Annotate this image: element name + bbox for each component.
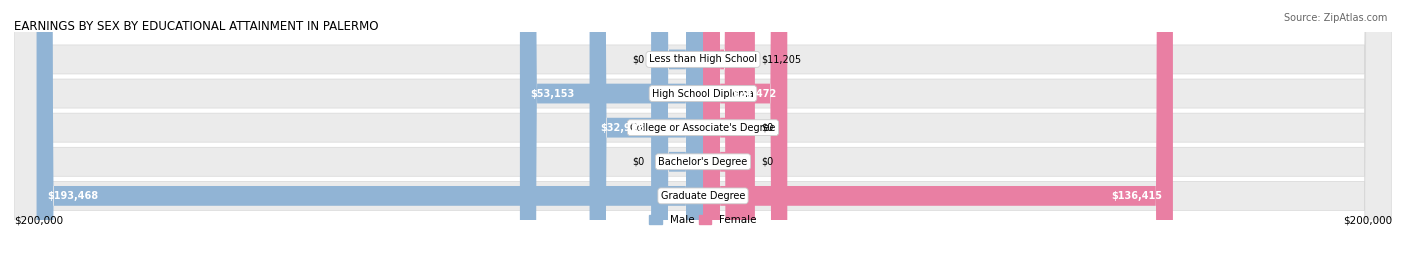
FancyBboxPatch shape	[703, 0, 755, 268]
Text: $11,205: $11,205	[762, 54, 801, 64]
Text: $0: $0	[633, 54, 644, 64]
Text: $24,472: $24,472	[733, 88, 778, 99]
Text: $32,928: $32,928	[600, 123, 644, 133]
FancyBboxPatch shape	[14, 0, 1392, 268]
Text: Less than High School: Less than High School	[650, 54, 756, 64]
FancyBboxPatch shape	[520, 0, 703, 268]
Text: EARNINGS BY SEX BY EDUCATIONAL ATTAINMENT IN PALERMO: EARNINGS BY SEX BY EDUCATIONAL ATTAINMEN…	[14, 20, 378, 33]
Text: Graduate Degree: Graduate Degree	[661, 191, 745, 201]
Legend: Male, Female: Male, Female	[645, 211, 761, 230]
FancyBboxPatch shape	[651, 0, 703, 268]
Text: Bachelor's Degree: Bachelor's Degree	[658, 157, 748, 167]
Text: $136,415: $136,415	[1112, 191, 1163, 201]
Text: Source: ZipAtlas.com: Source: ZipAtlas.com	[1284, 13, 1388, 23]
Text: $0: $0	[633, 157, 644, 167]
FancyBboxPatch shape	[14, 0, 1392, 268]
Text: $193,468: $193,468	[46, 191, 98, 201]
FancyBboxPatch shape	[703, 0, 741, 268]
Text: College or Associate's Degree: College or Associate's Degree	[630, 123, 776, 133]
Text: $200,000: $200,000	[14, 216, 63, 226]
FancyBboxPatch shape	[14, 0, 1392, 268]
Text: $0: $0	[762, 157, 773, 167]
FancyBboxPatch shape	[37, 0, 703, 268]
Text: $0: $0	[762, 123, 773, 133]
Text: $53,153: $53,153	[530, 88, 575, 99]
FancyBboxPatch shape	[703, 0, 1173, 268]
FancyBboxPatch shape	[14, 0, 1392, 268]
FancyBboxPatch shape	[14, 0, 1392, 268]
FancyBboxPatch shape	[703, 0, 755, 268]
FancyBboxPatch shape	[651, 0, 703, 268]
Text: $200,000: $200,000	[1343, 216, 1392, 226]
FancyBboxPatch shape	[589, 0, 703, 268]
FancyBboxPatch shape	[703, 0, 787, 268]
Text: High School Diploma: High School Diploma	[652, 88, 754, 99]
